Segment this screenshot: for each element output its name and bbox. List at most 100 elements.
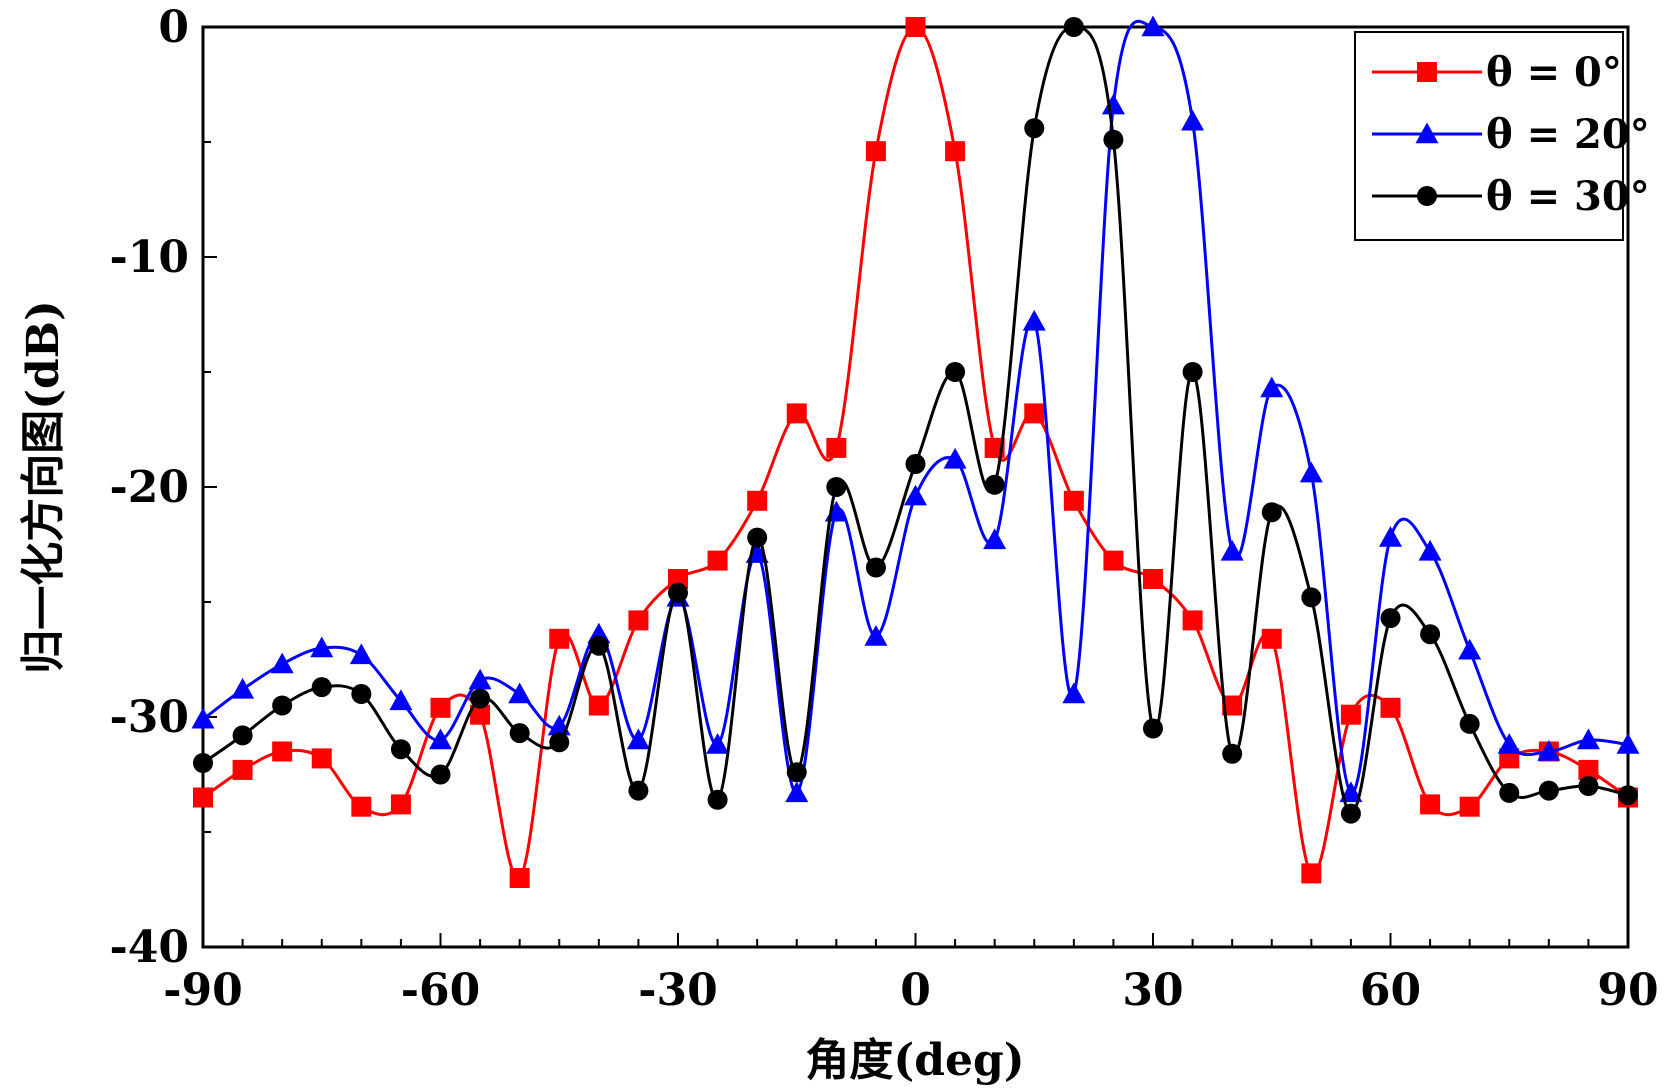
data-point xyxy=(826,437,847,458)
data-point xyxy=(1024,118,1045,139)
series-2 xyxy=(191,15,1640,803)
data-point xyxy=(1022,309,1046,331)
data-point xyxy=(1420,624,1441,645)
data-point xyxy=(232,725,253,746)
x-tick-label: 90 xyxy=(1597,965,1658,1016)
data-point xyxy=(1103,129,1124,150)
data-point xyxy=(785,781,809,803)
data-point xyxy=(1379,526,1402,547)
y-tick-labels: 0 -10 -20 -30 -40 xyxy=(110,2,190,973)
data-point xyxy=(786,762,807,783)
legend-entry: θ = 30° xyxy=(1372,173,1650,220)
data-point xyxy=(1222,695,1243,716)
data-point xyxy=(1141,15,1165,37)
data-point xyxy=(193,753,213,773)
series-3 xyxy=(193,17,1638,824)
data-point xyxy=(945,141,966,162)
data-point xyxy=(311,748,332,769)
data-point xyxy=(706,733,730,754)
data-point xyxy=(626,728,650,750)
data-point xyxy=(826,477,847,497)
y-tick-label: -20 xyxy=(110,462,190,513)
data-point xyxy=(1024,403,1045,424)
data-point xyxy=(1339,781,1363,803)
data-point xyxy=(1618,785,1638,806)
data-point xyxy=(468,668,492,690)
data-point xyxy=(429,728,452,750)
y-tick-label: -30 xyxy=(110,692,190,743)
data-point xyxy=(193,787,213,808)
data-point xyxy=(1063,17,1084,37)
legend-entry: θ = 20° xyxy=(1372,111,1650,158)
x-tick-label: 60 xyxy=(1360,965,1421,1016)
data-point xyxy=(865,141,886,162)
data-point xyxy=(984,474,1005,495)
data-point xyxy=(232,759,253,780)
data-point xyxy=(904,484,927,506)
data-point xyxy=(1261,502,1282,523)
data-point xyxy=(1222,743,1243,764)
data-point xyxy=(1062,682,1086,704)
data-point xyxy=(430,697,451,718)
x-tick-label: -90 xyxy=(163,965,243,1016)
data-point xyxy=(1220,539,1244,561)
x-tick-label: -30 xyxy=(638,965,718,1016)
data-point xyxy=(231,677,255,699)
data-point xyxy=(707,789,728,810)
data-point xyxy=(1143,569,1163,589)
data-point xyxy=(191,707,215,729)
data-point xyxy=(1418,539,1442,561)
data-point xyxy=(905,17,926,37)
data-point xyxy=(1576,728,1600,750)
data-point xyxy=(1299,461,1323,483)
axis-ticks xyxy=(202,26,1629,948)
data-point xyxy=(628,610,649,631)
data-point xyxy=(349,643,373,665)
data-point xyxy=(270,652,294,674)
data-point xyxy=(549,732,570,753)
data-point xyxy=(1182,610,1203,631)
data-point xyxy=(390,794,411,815)
data-point xyxy=(310,636,334,658)
data-point xyxy=(430,764,451,785)
series-line xyxy=(203,25,1628,816)
data-point xyxy=(1459,713,1480,734)
data-point xyxy=(786,403,807,424)
data-point xyxy=(1458,638,1482,660)
data-point xyxy=(1380,697,1401,718)
legend-entry: θ = 0° xyxy=(1372,49,1622,96)
data-point xyxy=(1143,718,1163,739)
x-tick-label: -60 xyxy=(401,965,481,1016)
y-tick-label: -10 xyxy=(110,232,190,283)
data-point xyxy=(1380,608,1401,629)
data-point xyxy=(549,628,570,649)
data-point xyxy=(1340,704,1361,725)
legend-marker xyxy=(1417,186,1437,206)
data-point xyxy=(1260,376,1284,398)
data-point xyxy=(864,625,888,646)
data-point xyxy=(588,635,609,656)
data-point xyxy=(351,796,372,817)
data-point xyxy=(389,689,413,711)
legend-label: θ = 0° xyxy=(1486,49,1622,96)
data-point xyxy=(272,741,293,762)
x-tick-label: 30 xyxy=(1122,965,1183,1016)
data-point xyxy=(470,688,491,709)
x-tick-labels: -90 -60 -30 0 30 60 90 xyxy=(163,965,1658,1016)
data-point xyxy=(668,582,688,603)
data-point xyxy=(1459,796,1480,817)
data-point xyxy=(508,682,532,704)
y-axis-title: 归一化方向图(dB) xyxy=(18,300,69,674)
data-point xyxy=(1537,740,1561,761)
legend-label: θ = 30° xyxy=(1486,173,1650,220)
data-point xyxy=(1261,628,1282,649)
data-point xyxy=(351,684,372,704)
data-point xyxy=(943,447,967,469)
data-point xyxy=(588,695,609,716)
data-point xyxy=(1616,733,1640,754)
data-point xyxy=(1578,759,1599,780)
data-point xyxy=(1063,490,1084,511)
data-point xyxy=(390,739,411,760)
data-point xyxy=(1301,587,1322,608)
